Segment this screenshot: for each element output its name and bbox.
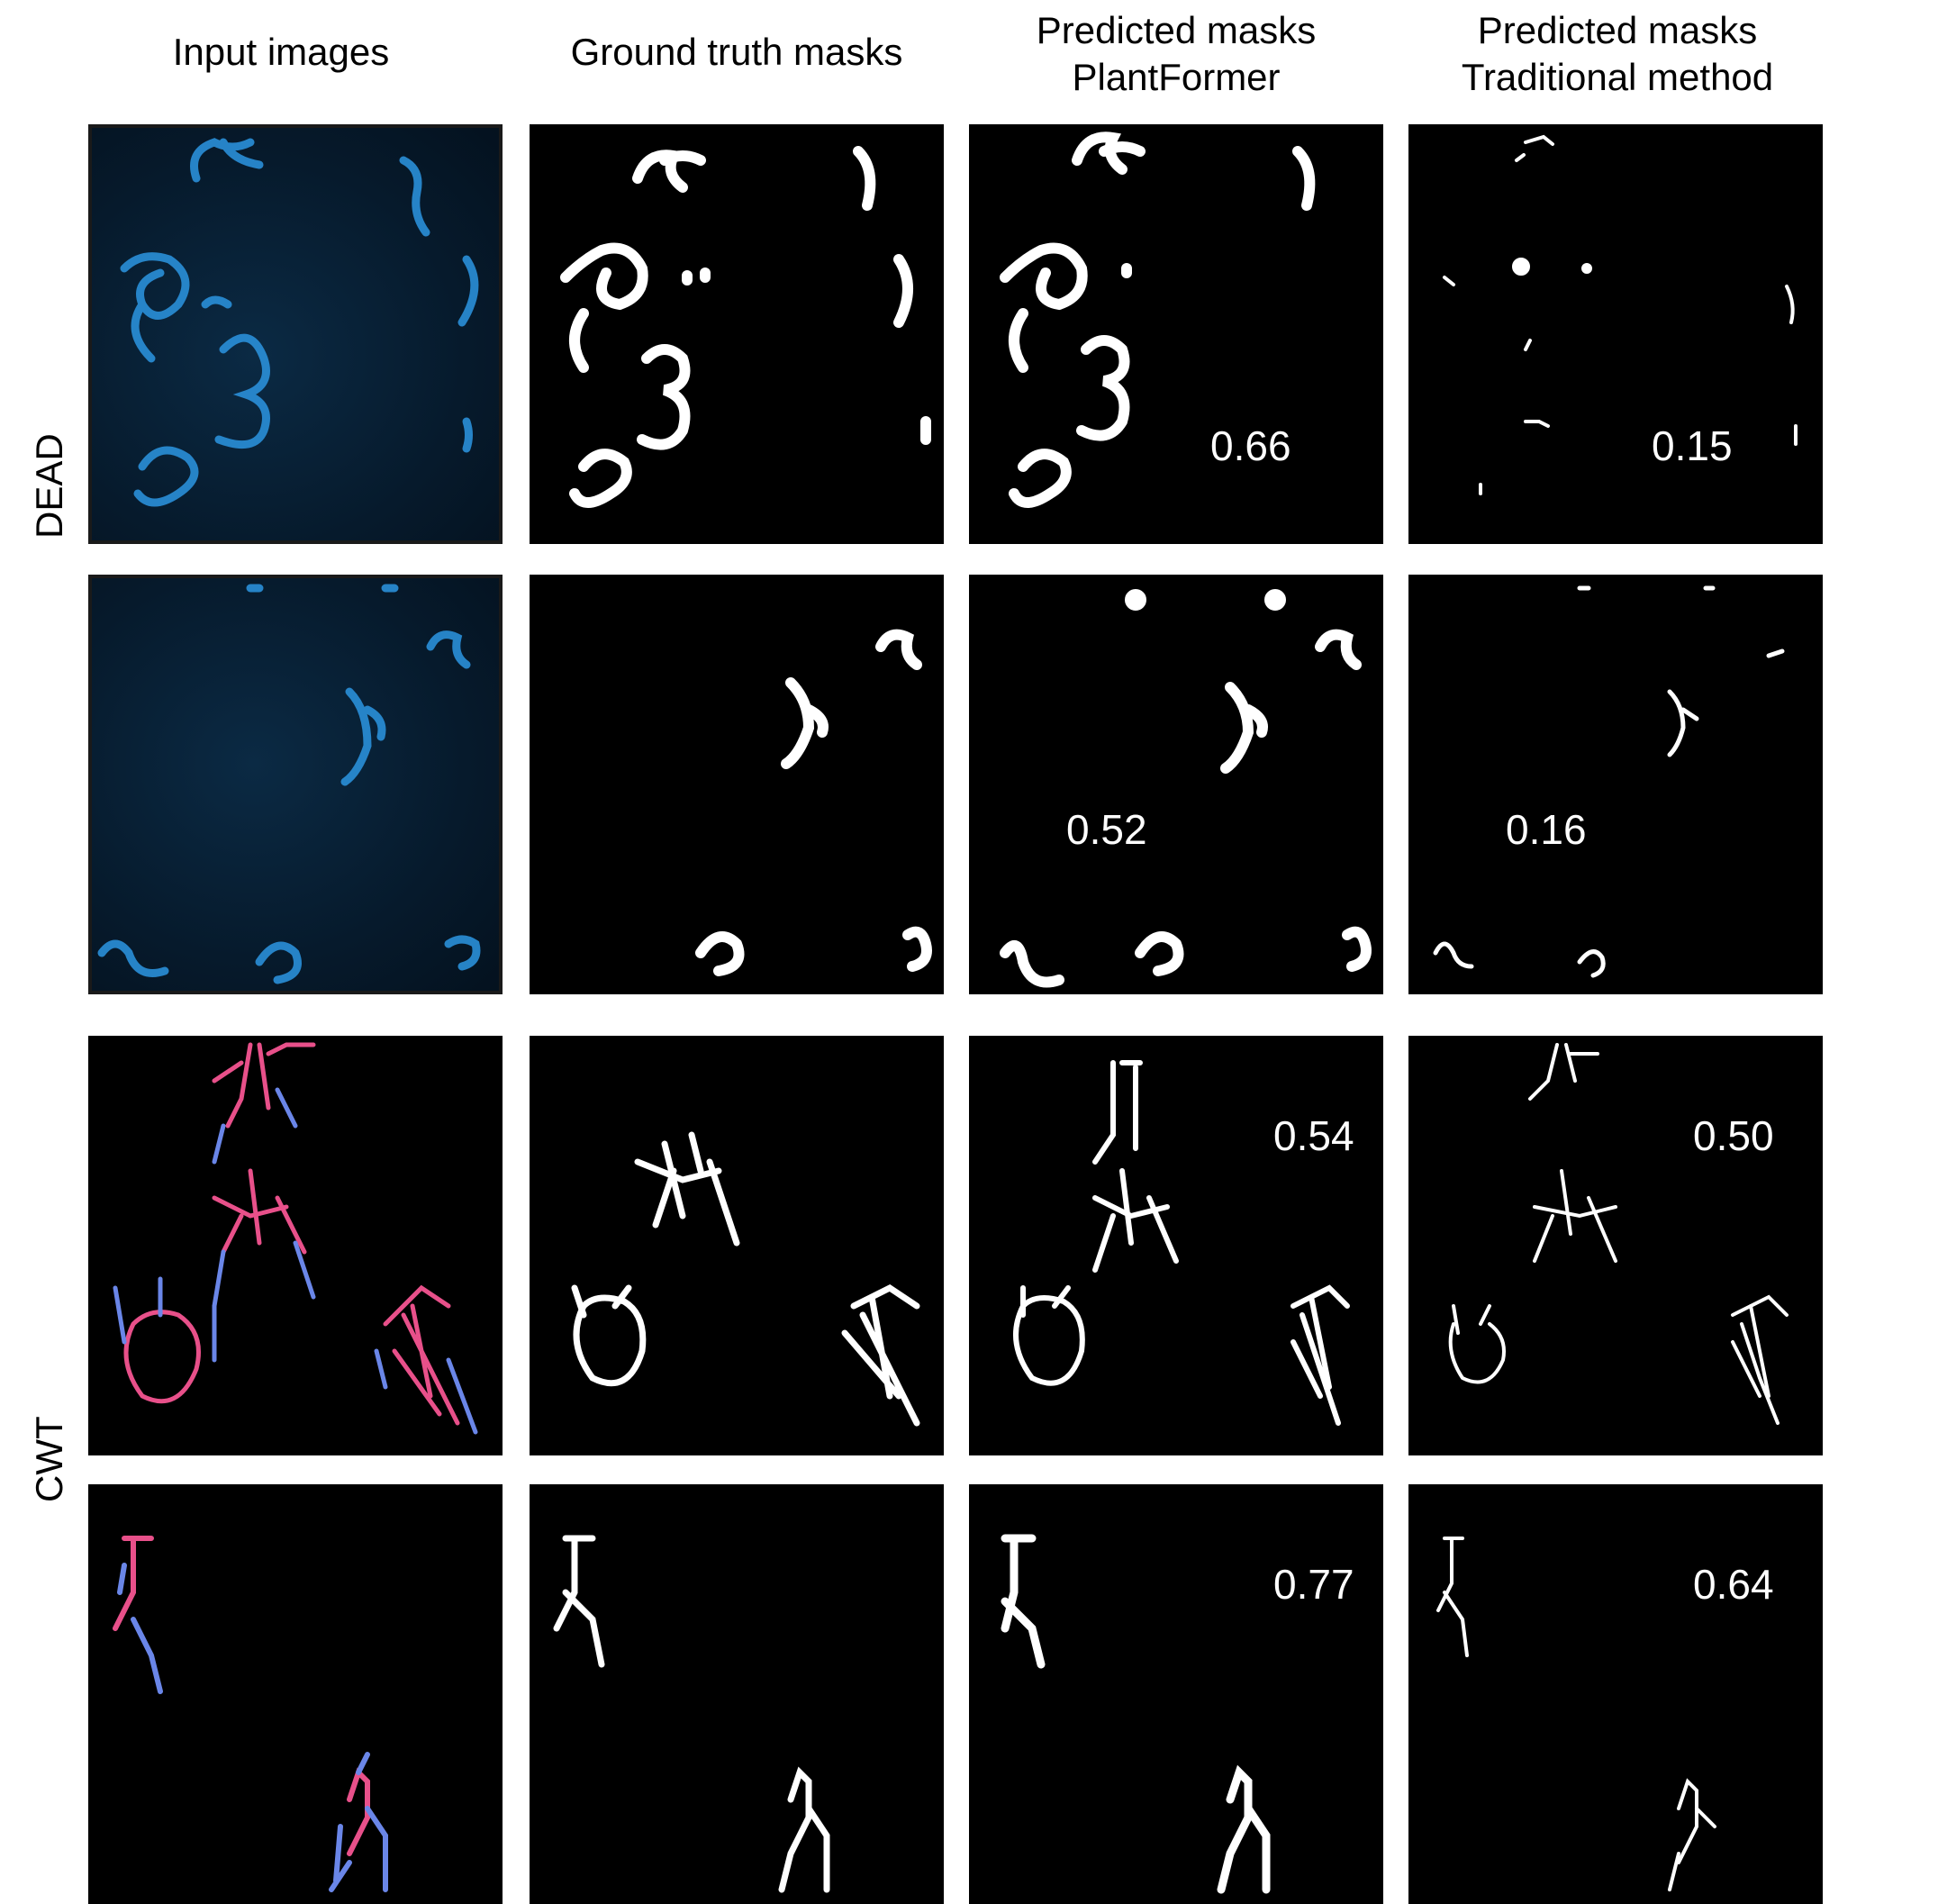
row3-traditional-mask: 0.50 (1408, 1036, 1823, 1455)
row4-traditional-mask: 0.64 (1408, 1484, 1823, 1904)
row3-traditional-score: 0.50 (1693, 1112, 1774, 1159)
row1-plantformer-mask: 0.66 (969, 124, 1383, 544)
row4-input-hyphae (113, 1536, 388, 1892)
row1-traditional-score: 0.15 (1652, 422, 1733, 469)
column-header-traditional-line2: Traditional method (1461, 56, 1774, 98)
row4-ground-truth-mask (530, 1484, 944, 1904)
row3-input-hyphae (113, 1042, 478, 1435)
column-header-traditional-line1: Predicted masks (1477, 9, 1758, 51)
row2-ground-truth-mask (530, 575, 944, 994)
column-header-input-text: Input images (172, 31, 390, 73)
row1-input-hyphae (120, 138, 479, 507)
column-header-traditional: Predicted masks Traditional method (1410, 7, 1825, 101)
row3-input-image (88, 1036, 503, 1455)
row1-plantformer-score: 0.66 (1210, 422, 1291, 469)
row4-plantformer-score: 0.77 (1273, 1561, 1354, 1608)
row4-plantformer-mask: 0.77 (969, 1484, 1383, 1904)
row2-traditional-shapes (1433, 585, 1785, 978)
row1-traditional-shapes (1443, 134, 1798, 495)
row1-ground-truth-mask (530, 124, 944, 544)
row2-ground-truth-shapes (695, 629, 932, 976)
row3-plantformer-mask: 0.54 (969, 1036, 1383, 1455)
row2-traditional-score: 0.16 (1506, 806, 1587, 853)
row1-plantformer-shapes (1000, 131, 1316, 508)
row2-input-image (88, 575, 503, 994)
column-header-ground-truth: Ground truth masks (530, 29, 944, 76)
row3-traditional-shapes (1448, 1043, 1789, 1425)
row4-plantformer-shapes (1001, 1534, 1271, 1894)
column-header-plantformer: Predicted masks PlantFormer (969, 7, 1383, 101)
group-label-dead: DEAD (28, 433, 70, 539)
row1-ground-truth-shapes (560, 146, 931, 508)
column-header-input: Input images (74, 29, 488, 76)
row3-ground-truth-mask (530, 1036, 944, 1455)
row4-traditional-shapes (1436, 1537, 1716, 1891)
row3-plantformer-shapes (1013, 1060, 1350, 1426)
row2-plantformer-score: 0.52 (1066, 806, 1147, 853)
row4-ground-truth-shapes (553, 1535, 830, 1893)
column-header-ground-truth-text: Ground truth masks (570, 31, 903, 73)
row2-plantformer-shapes (1000, 589, 1372, 988)
row3-ground-truth-shapes (571, 1131, 920, 1427)
group-label-cwt: CWT (28, 1416, 70, 1502)
row2-traditional-mask: 0.16 (1408, 575, 1823, 994)
row2-plantformer-mask: 0.52 (969, 575, 1383, 994)
row3-plantformer-score: 0.54 (1273, 1112, 1354, 1159)
row1-traditional-mask: 0.15 (1408, 124, 1823, 544)
row1-input-image (88, 124, 503, 544)
row4-traditional-score: 0.64 (1693, 1561, 1774, 1608)
row2-input-hyphae (97, 584, 481, 984)
column-header-plantformer-line1: Predicted masks (1036, 9, 1317, 51)
row4-input-image (88, 1484, 503, 1904)
column-header-plantformer-line2: PlantFormer (1072, 56, 1281, 98)
